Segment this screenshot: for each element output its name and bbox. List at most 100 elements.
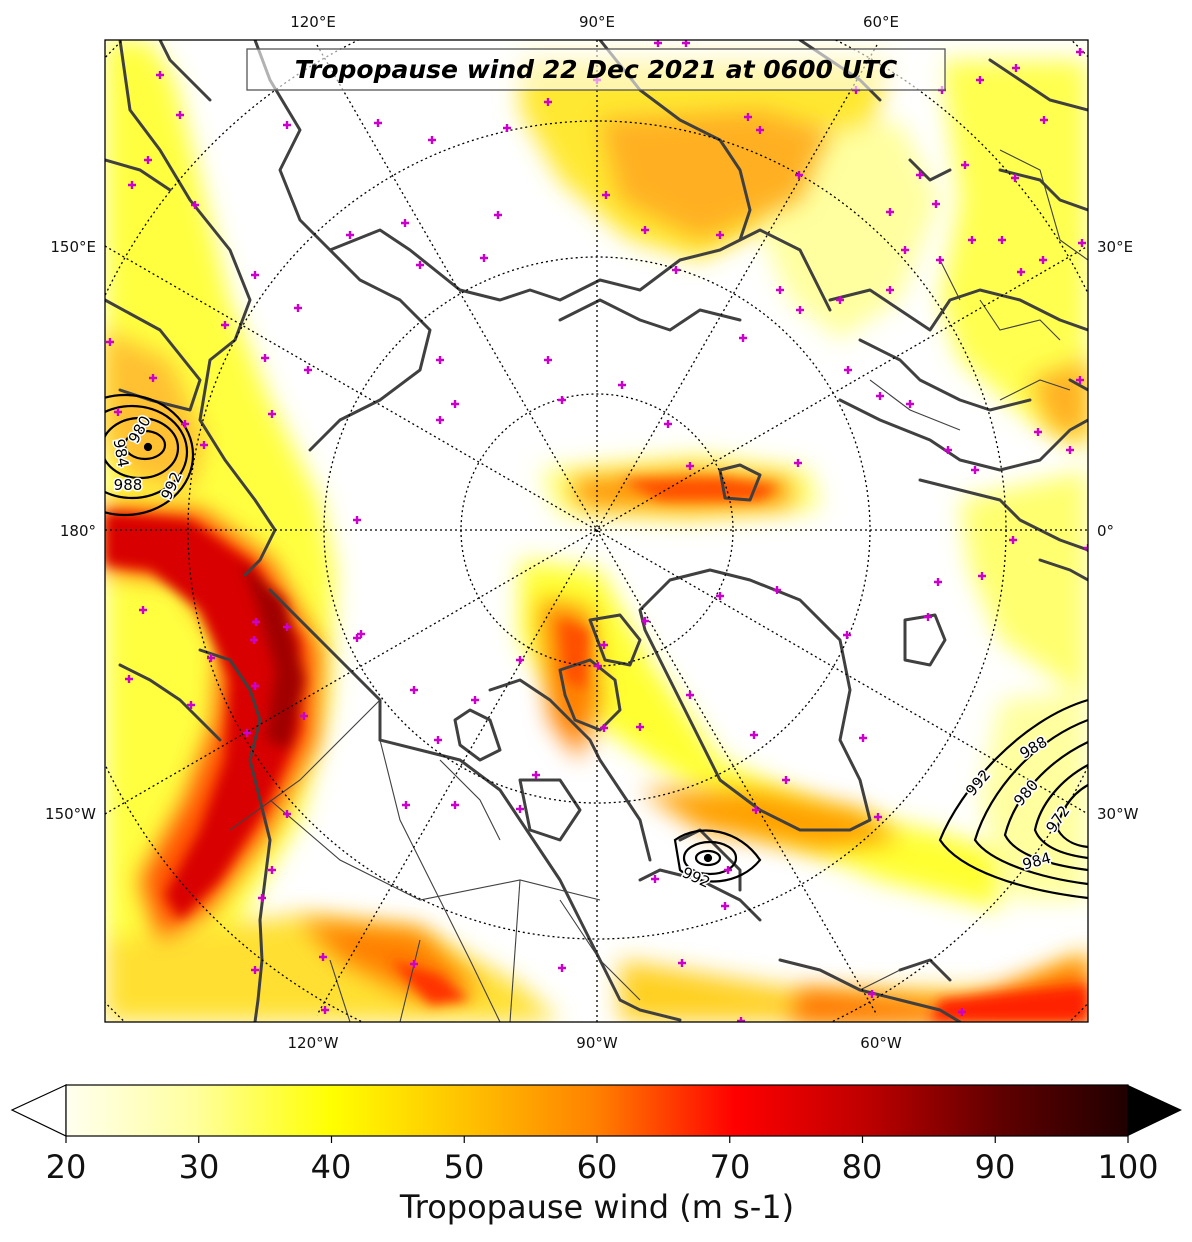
station-marker [978,572,986,580]
map-panel: 980 984 988 992 992 988 980 972 984 992 [105,40,1088,1022]
station-marker [558,964,566,972]
station-marker [716,592,724,600]
station-marker [250,636,258,644]
station-marker [114,408,122,416]
station-marker [971,466,979,474]
station-marker [221,321,229,329]
colorbar-ramp [66,1085,1128,1136]
station-marker [782,776,790,784]
station-marker [958,1008,966,1016]
colorbar-tick-label: 70 [710,1148,751,1186]
station-marker [744,113,752,121]
station-marker [181,420,189,428]
station-marker [516,656,524,664]
station-marker [106,338,114,346]
lon-label-right: 0° [1097,522,1114,540]
station-marker [600,724,608,732]
station-marker [251,682,259,690]
title-box: Tropopause wind 22 Dec 2021 at 0600 UTC [246,48,946,91]
station-marker [600,641,608,649]
station-marker [1039,256,1047,264]
station-marker [251,271,259,279]
station-marker [401,219,409,227]
map-title: Tropopause wind 22 Dec 2021 at 0600 UTC [295,55,898,84]
station-marker [1009,536,1017,544]
lon-label-left: 150°W [45,805,96,823]
station-marker [471,696,479,704]
station-marker [304,366,312,374]
station-marker [843,631,851,639]
station-marker [1066,446,1074,454]
station-marker [916,171,924,179]
station-marker [739,334,747,342]
station-marker [1040,116,1048,124]
station-marker [664,420,672,428]
station-marker [836,296,844,304]
station-marker [874,813,882,821]
contour-label: 988 [114,476,143,494]
station-marker [283,810,291,818]
station-marker [906,400,914,408]
station-marker [268,410,276,418]
station-marker [176,111,184,119]
station-marker [283,623,291,631]
station-marker [321,1006,329,1014]
station-marker [410,960,418,968]
station-marker [724,866,732,874]
colorbar-label: Tropopause wind (m s-1) [399,1188,794,1226]
station-marker [187,701,195,709]
station-marker [752,806,760,814]
lon-label-top: 90°E [579,13,615,31]
low-west [105,393,195,517]
lon-label-bottom: 60°W [860,1034,902,1052]
station-marker [976,76,984,84]
low-hudson [673,829,762,883]
station-marker [494,211,502,219]
station-marker [672,266,680,274]
station-marker [641,226,649,234]
station-marker [1034,428,1042,436]
station-marker [794,459,802,467]
station-marker [773,586,781,594]
station-marker [737,1017,745,1022]
station-marker [901,246,909,254]
station-marker [200,441,208,449]
station-marker [961,161,969,169]
colorbar-extend-high [1128,1085,1182,1136]
colorbar-tick-label: 90 [975,1148,1016,1186]
colorbar-tick-label: 60 [577,1148,618,1186]
station-marker [319,953,327,961]
station-marker [261,354,269,362]
station-marker [139,606,147,614]
station-marker [641,617,649,625]
station-marker [944,446,952,454]
lon-label-bottom: 90°W [576,1034,618,1052]
station-marker [924,613,932,621]
station-marker [283,121,291,129]
station-marker [1076,376,1084,384]
station-marker [936,256,944,264]
station-marker [516,805,524,813]
station-marker [868,990,876,998]
station-marker [436,416,444,424]
station-marker [998,236,1006,244]
station-marker [258,894,266,902]
station-marker [436,356,444,364]
station-marker [252,618,260,626]
station-marker [1084,544,1088,552]
station-marker [859,734,867,742]
map-frame [104,39,1089,1023]
station-marker [416,261,424,269]
station-marker [678,959,686,967]
station-marker [844,366,852,374]
colorbar-tick-label: 80 [842,1148,883,1186]
station-marker [294,304,302,312]
station-marker [1011,174,1019,182]
longitude-labels: 120°E 90°E 60°E 120°W 90°W 60°W 150°E 18… [45,13,1139,1052]
station-marker [618,381,626,389]
lon-label-left: 150°E [50,238,96,256]
station-marker [353,516,361,524]
station-marker [968,236,976,244]
station-marker [346,231,354,239]
station-marker [1017,268,1025,276]
